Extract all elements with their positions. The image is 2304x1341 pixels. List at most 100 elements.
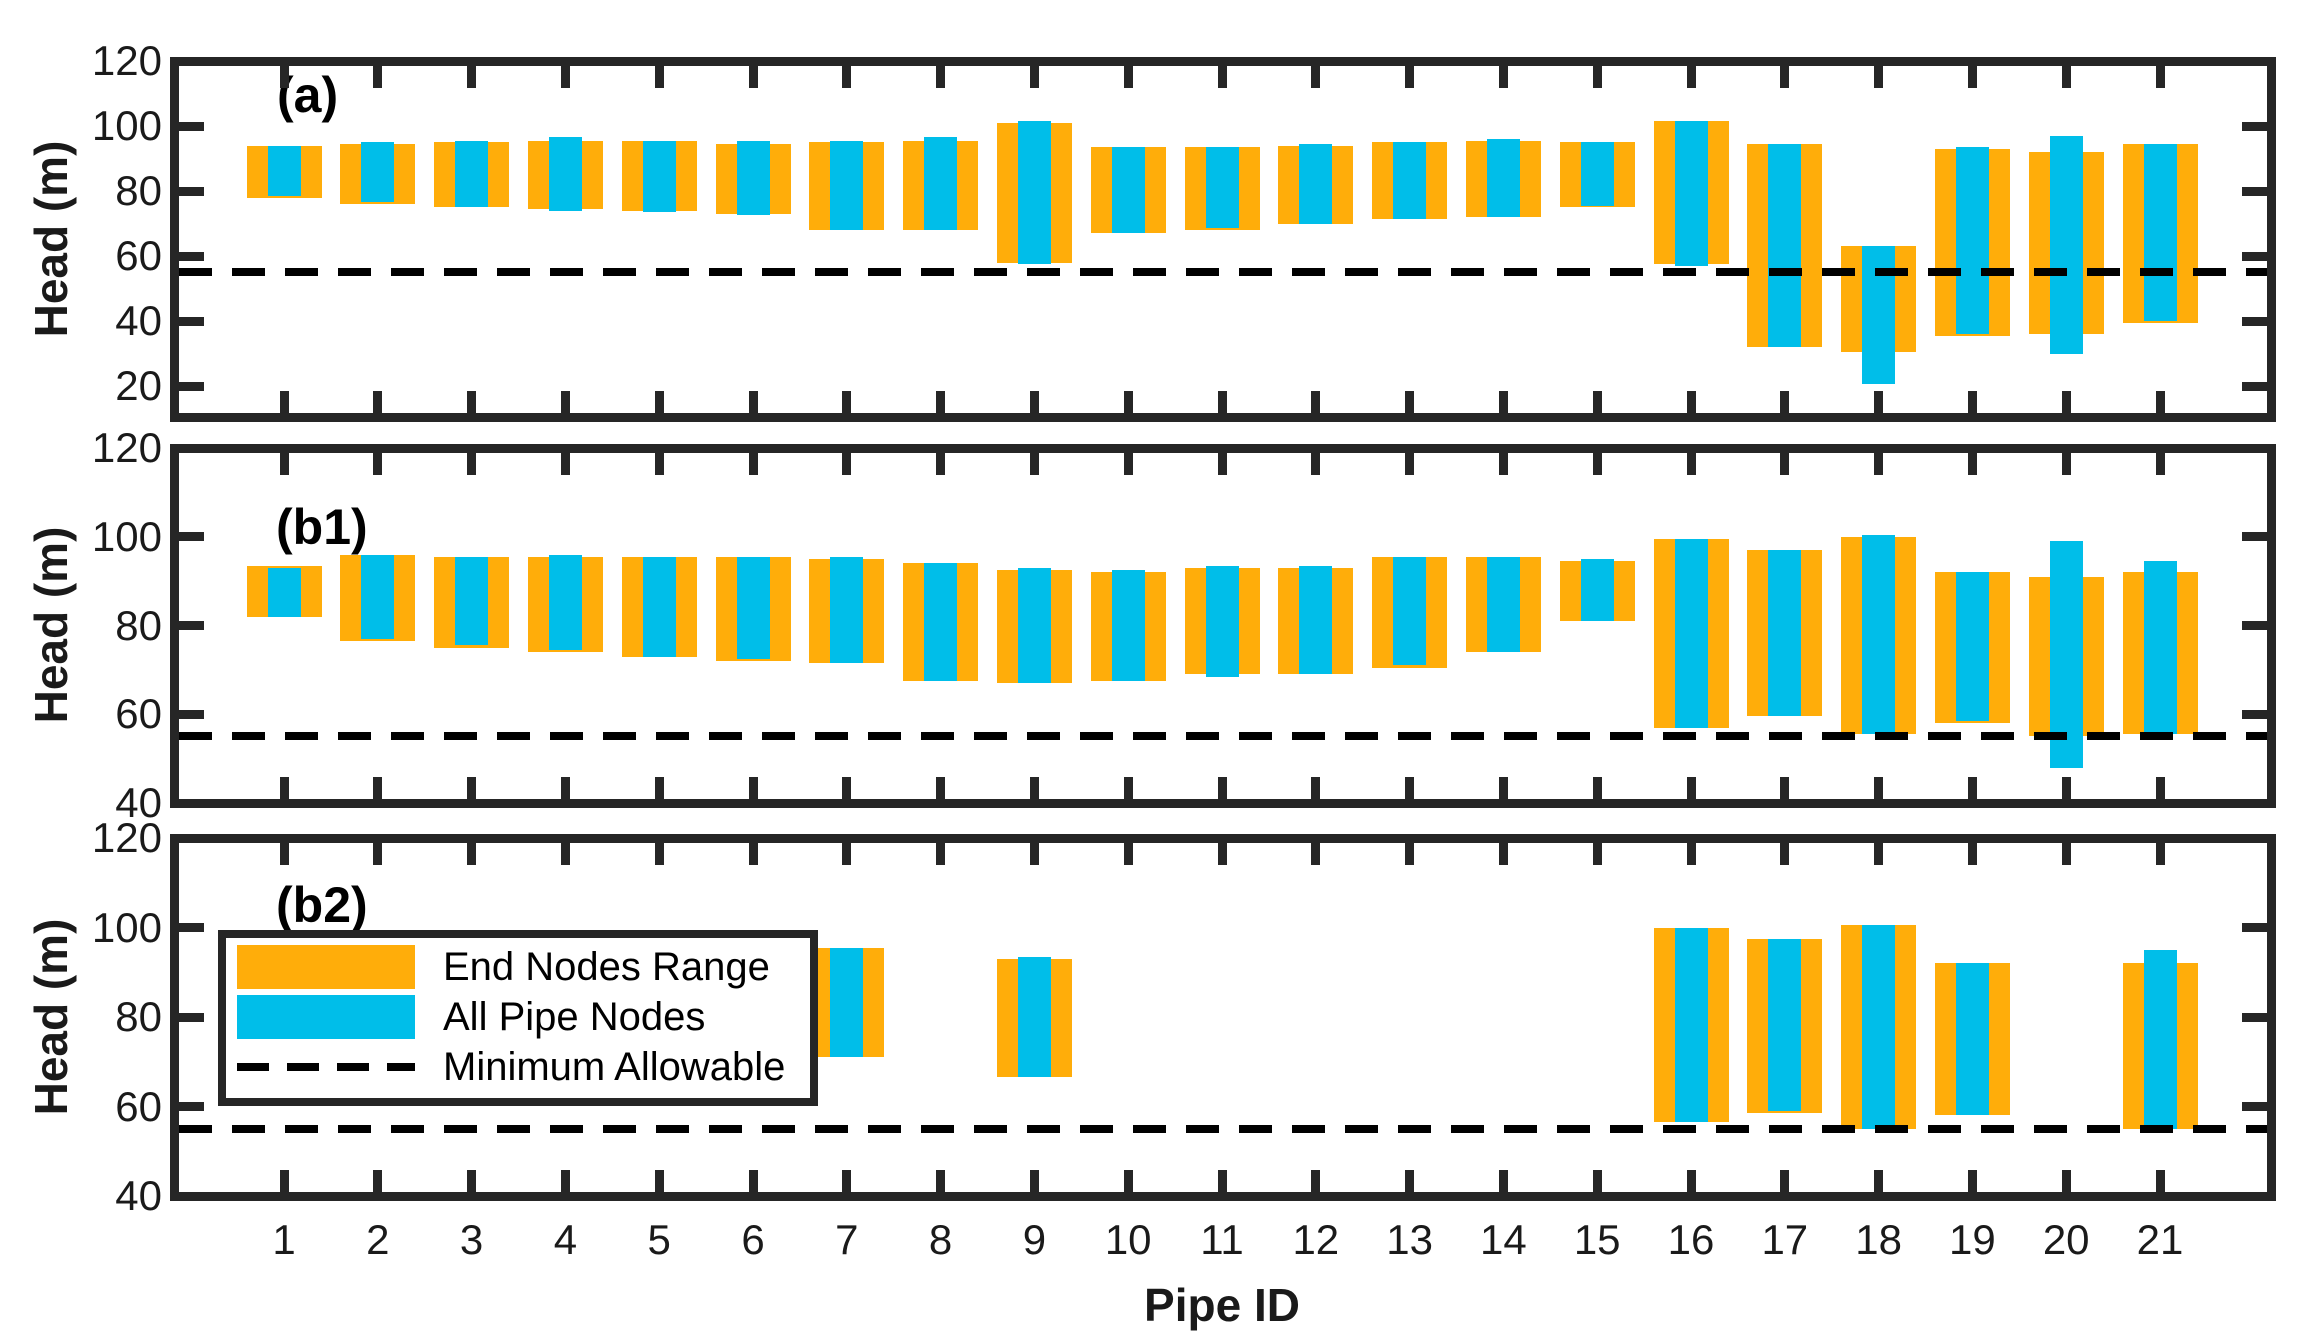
y-tick-label: 60 bbox=[115, 232, 162, 279]
y-tick-label: 100 bbox=[91, 512, 162, 560]
x-tick-bottom bbox=[2155, 1169, 2165, 1192]
x-tick-top bbox=[654, 65, 664, 88]
y-tick-label: 100 bbox=[91, 903, 162, 951]
x-tick-bottom bbox=[1311, 1169, 1321, 1192]
y-tick-left bbox=[178, 381, 204, 391]
legend-label-all-pipe-nodes: All Pipe Nodes bbox=[443, 995, 706, 1039]
y-tick-left bbox=[178, 1012, 204, 1022]
y-tick-label: 60 bbox=[115, 1082, 162, 1130]
x-tick-top bbox=[1686, 452, 1696, 475]
x-tick-top bbox=[1405, 65, 1415, 88]
x-tick-label-pipe-4: 4 bbox=[553, 1216, 578, 1263]
x-tick-bottom bbox=[936, 1169, 946, 1192]
y-tick-label: 120 bbox=[91, 37, 162, 84]
x-tick-bottom bbox=[1029, 1169, 1039, 1192]
y-tick-label: 40 bbox=[115, 779, 162, 826]
x-tick-top bbox=[1405, 842, 1415, 865]
x-tick-top bbox=[1217, 65, 1227, 88]
x-tick-top bbox=[1780, 842, 1790, 865]
x-tick-top bbox=[1967, 452, 1977, 475]
x-tick-top bbox=[1405, 452, 1415, 475]
x-tick-bottom bbox=[1967, 1169, 1977, 1192]
y-tick-right bbox=[2241, 1012, 2267, 1022]
y-tick-left bbox=[178, 121, 204, 131]
x-tick-bottom bbox=[1592, 1169, 1602, 1192]
bar-all-pipe-nodes-pipe-17 bbox=[1768, 550, 1802, 717]
x-tick-bottom bbox=[560, 1169, 570, 1192]
x-tick-top bbox=[467, 842, 477, 865]
x-tick-bottom bbox=[1780, 776, 1790, 799]
x-tick-bottom bbox=[936, 390, 946, 413]
x-tick-top bbox=[1874, 65, 1884, 88]
x-tick-label-pipe-21: 21 bbox=[2136, 1216, 2184, 1263]
bar-all-pipe-nodes-pipe-16 bbox=[1674, 538, 1708, 728]
x-tick-top bbox=[1498, 452, 1508, 475]
legend-swatch-all-pipe-nodes bbox=[237, 995, 415, 1039]
x-tick-bottom bbox=[1498, 1169, 1508, 1192]
x-tick-bottom bbox=[373, 1169, 383, 1192]
bar-all-pipe-nodes-pipe-17 bbox=[1768, 143, 1802, 347]
bar-all-pipe-nodes-pipe-12 bbox=[1299, 143, 1333, 224]
y-tick-right bbox=[2241, 381, 2267, 391]
x-tick-label-pipe-7: 7 bbox=[835, 1216, 859, 1263]
bar-all-pipe-nodes-pipe-4 bbox=[548, 554, 582, 650]
x-tick-label-pipe-6: 6 bbox=[741, 1216, 765, 1263]
bar-all-pipe-nodes-pipe-19 bbox=[1955, 572, 1989, 721]
x-tick-top bbox=[2155, 65, 2165, 88]
x-tick-label-pipe-8: 8 bbox=[928, 1216, 953, 1263]
x-tick-label-pipe-9: 9 bbox=[1022, 1216, 1047, 1263]
bar-all-pipe-nodes-pipe-17 bbox=[1768, 938, 1802, 1111]
x-tick-bottom bbox=[467, 390, 477, 413]
bar-all-pipe-nodes-pipe-15 bbox=[1580, 142, 1614, 206]
x-tick-top bbox=[467, 65, 477, 88]
y-tick-right bbox=[2241, 532, 2267, 542]
x-tick-label-pipe-13: 13 bbox=[1386, 1216, 1433, 1263]
x-tick-bottom bbox=[560, 776, 570, 799]
x-tick-top bbox=[842, 842, 852, 865]
bar-all-pipe-nodes-pipe-8 bbox=[924, 137, 958, 230]
x-tick-bottom bbox=[1123, 1169, 1133, 1192]
panel-label-b2: (b2) bbox=[276, 877, 368, 933]
x-tick-top bbox=[654, 452, 664, 475]
bar-all-pipe-nodes-pipe-3 bbox=[455, 556, 489, 646]
y-tick-label: 100 bbox=[91, 102, 162, 149]
x-tick-top bbox=[1498, 842, 1508, 865]
x-tick-bottom bbox=[1874, 776, 1884, 799]
x-tick-bottom bbox=[1498, 390, 1508, 413]
x-tick-top bbox=[560, 842, 570, 865]
bar-all-pipe-nodes-pipe-3 bbox=[455, 140, 489, 208]
x-tick-top bbox=[1874, 842, 1884, 865]
minimum-allowable-line bbox=[178, 1124, 2267, 1133]
bar-all-pipe-nodes-pipe-13 bbox=[1393, 556, 1427, 666]
x-tick-bottom bbox=[842, 390, 852, 413]
plot-panel-b2 bbox=[170, 834, 2276, 1201]
legend-row-all-pipe-nodes: All Pipe Nodes bbox=[237, 992, 810, 1042]
x-tick-top bbox=[2155, 842, 2165, 865]
x-axis-title: Pipe ID bbox=[1144, 1279, 1300, 1331]
x-tick-label-pipe-5: 5 bbox=[647, 1216, 671, 1263]
bar-all-pipe-nodes-pipe-21 bbox=[2143, 561, 2177, 735]
bar-all-pipe-nodes-pipe-5 bbox=[642, 556, 676, 657]
x-tick-top bbox=[2061, 65, 2071, 88]
x-tick-label-pipe-20: 20 bbox=[2042, 1216, 2090, 1263]
x-tick-top bbox=[842, 452, 852, 475]
plot-panel-a bbox=[170, 57, 2276, 422]
x-tick-top bbox=[2061, 842, 2071, 865]
y-tick-label: 80 bbox=[115, 167, 162, 214]
y-tick-right bbox=[2241, 621, 2267, 630]
x-tick-bottom bbox=[1967, 390, 1977, 413]
bar-all-pipe-nodes-pipe-16 bbox=[1674, 121, 1708, 266]
y-tick-label: 80 bbox=[115, 601, 162, 649]
y-tick-right bbox=[2241, 316, 2267, 326]
x-tick-top bbox=[1686, 65, 1696, 88]
bar-all-pipe-nodes-pipe-9 bbox=[1017, 956, 1051, 1078]
x-tick-label-pipe-14: 14 bbox=[1480, 1216, 1527, 1263]
x-tick-top bbox=[1217, 842, 1227, 865]
x-tick-label-pipe-17: 17 bbox=[1761, 1216, 1809, 1263]
x-tick-bottom bbox=[1686, 1169, 1696, 1192]
y-tick-left bbox=[178, 923, 204, 932]
x-tick-bottom bbox=[1405, 776, 1415, 799]
y-tick-left bbox=[178, 1102, 204, 1111]
x-tick-top bbox=[560, 452, 570, 475]
